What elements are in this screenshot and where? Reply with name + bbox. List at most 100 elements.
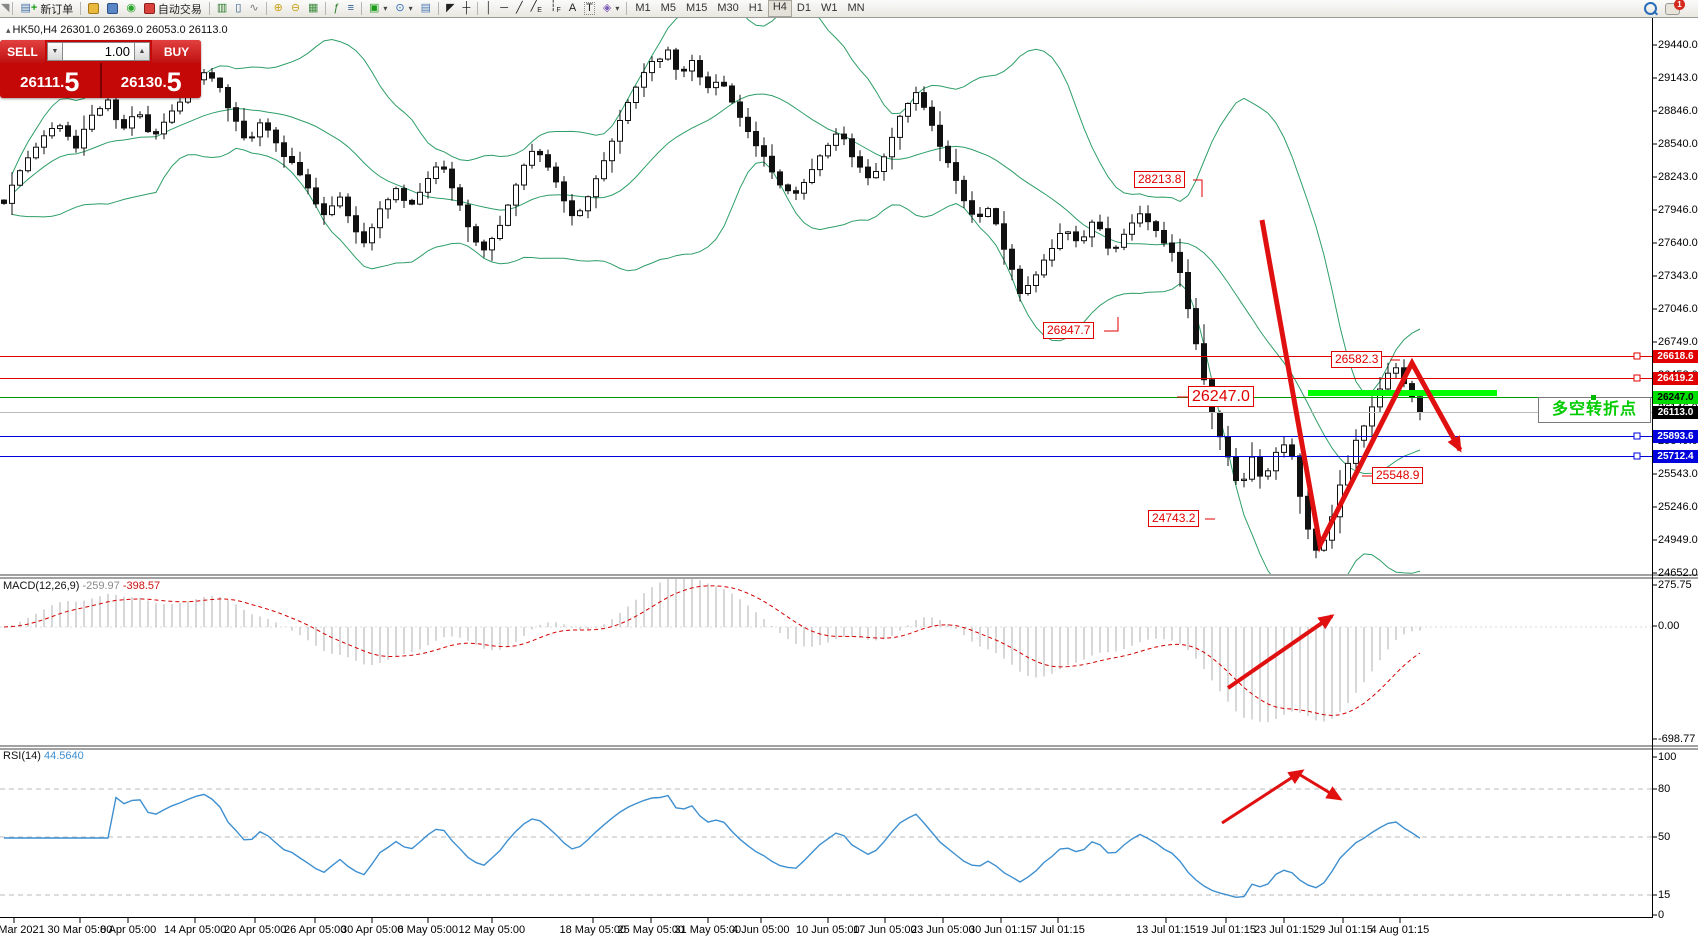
- buy-button[interactable]: BUY: [152, 40, 201, 63]
- timeframe-m5[interactable]: M5: [660, 2, 676, 14]
- bar-chart-icon: ▥: [216, 2, 228, 14]
- sell-price-big: 5: [64, 67, 80, 97]
- timeframe-h1[interactable]: H1: [748, 2, 763, 14]
- shapes-button[interactable]: ◈ ▾: [599, 1, 623, 16]
- signals-button[interactable]: ◉: [122, 1, 140, 16]
- deposit-icon: [88, 3, 100, 14]
- clock-icon: ⊙: [395, 2, 405, 14]
- vertical-line-icon: │: [485, 2, 493, 14]
- timeframe-m30[interactable]: M30: [717, 2, 739, 14]
- sell-button[interactable]: SELL: [0, 40, 45, 63]
- notifications-button[interactable]: 1: [1661, 0, 1685, 16]
- timeframe-d1[interactable]: D1: [796, 2, 811, 14]
- new-order-button[interactable]: ▤+ 新订单: [16, 1, 77, 16]
- macd-signal-value: -398.57: [122, 580, 161, 592]
- trend-arrow-main: [1259, 219, 1463, 553]
- zoom-in-icon: ⊕: [273, 2, 283, 14]
- horizontal-line-button[interactable]: ─: [496, 1, 512, 16]
- indicators-icon: ƒ: [333, 2, 340, 14]
- search-button[interactable]: [1640, 1, 1661, 16]
- chat-icon: 1: [1665, 0, 1685, 15]
- indicator-list-icon: ≡: [347, 2, 354, 14]
- price-annotation[interactable]: 26247.0: [1188, 386, 1254, 407]
- cursor-button[interactable]: ◤: [442, 1, 458, 16]
- price-annotation[interactable]: 26847.7: [1043, 322, 1095, 339]
- autotrading-button[interactable]: 自动交易: [140, 1, 206, 16]
- new-order-icon: ▤+: [20, 2, 38, 14]
- price-annotation[interactable]: 26582.3: [1331, 351, 1383, 368]
- text-button[interactable]: A: [565, 1, 580, 16]
- search-icon: [1644, 2, 1657, 15]
- timeframe-w1[interactable]: W1: [820, 2, 838, 14]
- trend-arrow-rsi_up: [1221, 769, 1305, 825]
- separator: [325, 2, 327, 15]
- community-icon: [107, 3, 119, 14]
- indicator-list-button[interactable]: ≡: [344, 1, 358, 16]
- sell-price[interactable]: 26111. 5: [0, 63, 102, 98]
- zoom-in-button[interactable]: ⊕: [270, 1, 287, 16]
- one-click-trade-panel: SELL ▼ 1.00 ▲ BUY 26111. 5 26130. 5: [0, 40, 201, 98]
- trendline-button[interactable]: ╱: [512, 1, 527, 16]
- separator: [361, 2, 362, 15]
- fibonacci-icon: ┆F: [549, 0, 561, 15]
- separator: [626, 2, 628, 15]
- bar-chart-button[interactable]: ▥: [213, 1, 231, 16]
- new-chart-button[interactable]: ▣ ▾: [365, 1, 391, 16]
- trend-arrow-macd: [1226, 614, 1335, 690]
- new-order-label: 新订单: [40, 3, 74, 16]
- annotation-handle[interactable]: [1591, 395, 1596, 400]
- timeframe-m15[interactable]: M15: [685, 2, 708, 14]
- volume-up-button[interactable]: ▲: [134, 42, 150, 61]
- crosshair-icon: ┼: [462, 2, 471, 14]
- price-annotation[interactable]: 24743.2: [1148, 510, 1200, 527]
- timeframe-m1[interactable]: M1: [635, 2, 651, 14]
- autotrading-label: 自动交易: [157, 3, 202, 16]
- deposit-button[interactable]: [84, 1, 103, 16]
- rsi-value: 44.5640: [43, 750, 84, 762]
- text-icon: A: [568, 2, 577, 14]
- zoom-out-button[interactable]: ⊖: [287, 1, 304, 16]
- turning-point-annotation[interactable]: 多空转折点: [1538, 395, 1651, 423]
- toolbar: ◥ ▤+ 新订单 ◉ 自动交易 ▥ ▯ ∿ ⊕ ⊖ ▦ ƒ ≡ ▣ ▾ ⊙ ▾ ▤ …: [0, 0, 1698, 18]
- clipped-icon: ◥: [1, 2, 10, 14]
- channel-button[interactable]: ╱E: [527, 0, 546, 16]
- price-annotation[interactable]: 25548.9: [1372, 467, 1424, 484]
- vertical-line-button[interactable]: │: [481, 1, 496, 16]
- fibonacci-button[interactable]: ┆F: [546, 0, 565, 16]
- channel-icon: ╱E: [530, 0, 542, 15]
- volume-input[interactable]: 1.00: [63, 42, 134, 61]
- zoom-out-icon: ⊖: [290, 2, 301, 14]
- timeframe-h4[interactable]: H4: [767, 0, 792, 17]
- buy-price-small: 26130.: [120, 74, 167, 91]
- notification-badge: 1: [1674, 0, 1685, 10]
- buy-price-big: 5: [166, 67, 182, 97]
- line-chart-icon: ∿: [249, 2, 259, 14]
- timeframe-mn[interactable]: MN: [847, 2, 865, 14]
- autotrading-icon: [143, 3, 155, 14]
- indicators-button[interactable]: ƒ: [329, 1, 343, 16]
- line-chart-button[interactable]: ∿: [245, 1, 262, 16]
- templates-button[interactable]: ▤: [417, 1, 435, 16]
- separator: [477, 2, 479, 15]
- candle-chart-button[interactable]: ▯: [231, 1, 245, 16]
- new-chart-icon: ▣: [369, 2, 380, 14]
- separator: [265, 2, 267, 15]
- price-annotation[interactable]: 28213.8: [1134, 171, 1186, 188]
- tile-windows-button[interactable]: ▦: [304, 1, 322, 16]
- buy-price[interactable]: 26130. 5: [102, 63, 202, 98]
- template-icon: ▤: [420, 2, 432, 14]
- dropdown-caret-icon: ▾: [615, 4, 620, 13]
- tile-windows-icon: ▦: [308, 2, 319, 14]
- volume-down-button[interactable]: ▼: [47, 42, 63, 61]
- crosshair-button[interactable]: ┼: [459, 1, 475, 16]
- community-button[interactable]: [103, 1, 122, 16]
- profiles-button[interactable]: ⊙ ▾: [391, 1, 416, 16]
- rsi-label: RSI(14) 44.5640: [3, 750, 84, 762]
- candle-chart-icon: ▯: [235, 2, 242, 14]
- text-label-button[interactable]: T: [580, 1, 599, 16]
- symbol-marker-icon: ▴: [6, 25, 11, 35]
- dropdown-caret-icon: ▾: [408, 4, 413, 13]
- sell-price-small: 26111.: [20, 74, 65, 91]
